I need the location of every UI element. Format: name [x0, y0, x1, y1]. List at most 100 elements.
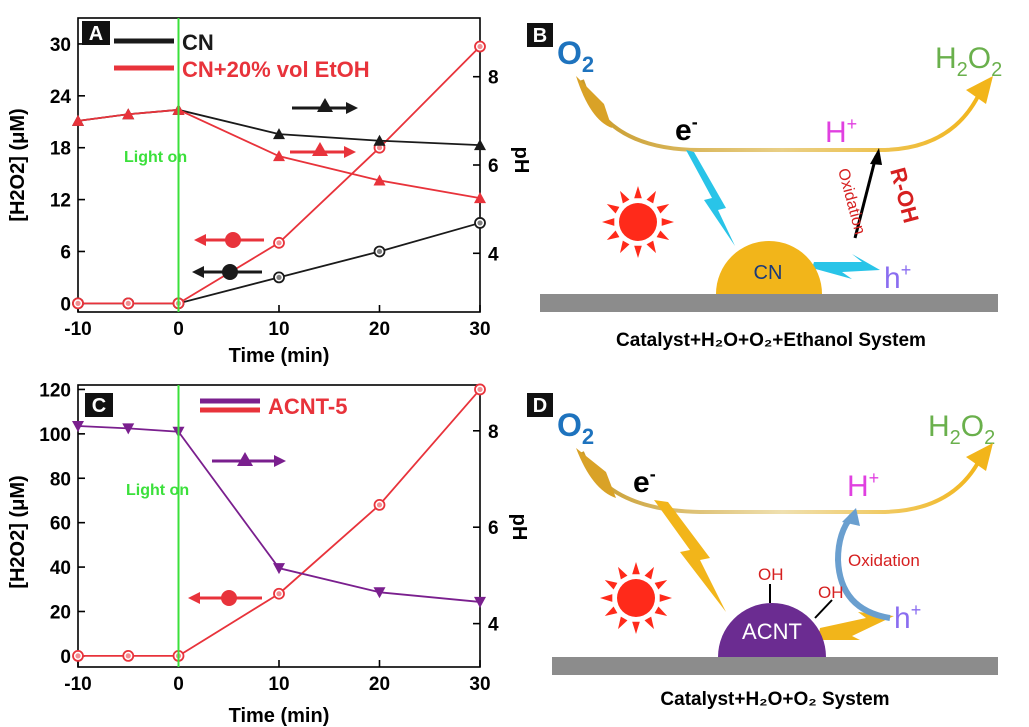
y2-tick-label: 8	[488, 68, 499, 89]
data-point-core	[125, 653, 131, 659]
x-tick-label: 0	[173, 319, 184, 340]
x-tick-label: -10	[64, 674, 91, 695]
panel-b-catalyst	[716, 241, 822, 294]
sun-ray	[634, 245, 642, 258]
x-tick-label: 0	[173, 674, 184, 695]
y2-tick-label: 4	[488, 244, 499, 265]
panel-d-catalyst-label: ACNT	[742, 619, 802, 644]
sun-ray	[654, 580, 668, 590]
series-line	[78, 222, 481, 305]
y2-tick-label: 4	[488, 615, 499, 636]
panel-d-electron: e-	[633, 464, 656, 499]
y-tick-label: 60	[50, 514, 71, 535]
data-point	[474, 139, 486, 151]
panel-d-proton: H+	[847, 468, 879, 503]
panel-d-substrate	[552, 657, 998, 675]
y-tick-label: 18	[50, 139, 71, 160]
panel-d-letter-box	[527, 393, 553, 417]
panel-d-oh2-bond	[814, 599, 833, 619]
panel-d-arc-arrowhead	[966, 443, 993, 471]
legend-cn-label: CN	[182, 30, 214, 55]
panel-b-arc-tail	[576, 76, 612, 128]
panel-a-letter: A	[89, 23, 103, 45]
sun-ray	[604, 580, 618, 590]
sun-ray	[618, 566, 628, 580]
data-point-core	[376, 248, 383, 255]
panel-c-red-h2o2-arrow	[188, 590, 262, 606]
sun-icon	[600, 562, 672, 634]
y-tick-label: 24	[50, 87, 72, 108]
sun-ray	[618, 616, 628, 630]
data-point	[273, 128, 285, 140]
series-line	[78, 45, 481, 305]
x-tick-label: 10	[268, 674, 289, 695]
panel-d-arc-tail	[576, 448, 616, 498]
panel-b-hole: h+	[884, 260, 911, 295]
data-point-core	[477, 43, 483, 50]
panel-a: -10 0 10 20 30 0 6 12 18 24 30 4 6 8 A CN CN+20% vol …	[7, 17, 532, 367]
x-tick-label: 30	[469, 319, 490, 340]
y-tick-label: 0	[60, 294, 71, 315]
y2-tick-label: 8	[488, 422, 499, 443]
sun-ray	[604, 606, 618, 616]
sun-ray	[656, 230, 670, 240]
panel-a-red-pH-arrow	[290, 142, 356, 158]
series-line	[77, 108, 481, 147]
panel-b-electron: e-	[675, 112, 698, 147]
data-point-core	[125, 300, 131, 306]
sun-ray	[600, 594, 613, 602]
data-point-core	[276, 274, 282, 281]
panel-b-reaction-arc	[580, 79, 984, 152]
panel-c-ylabel: [H2O2] (μM)	[7, 475, 29, 588]
sun-ray	[656, 204, 670, 214]
sun-ray	[606, 230, 620, 240]
y-tick-label: 20	[50, 602, 71, 623]
data-point-core	[75, 653, 81, 659]
panel-d-letter: D	[533, 395, 547, 417]
y-tick-label: 40	[50, 558, 71, 579]
y-tick-label: 0	[60, 647, 71, 668]
data-point-core	[75, 300, 81, 306]
y-tick-label: 100	[39, 425, 71, 446]
panel-d-oxidation-arrowhead	[842, 508, 860, 526]
data-point-core	[276, 240, 282, 246]
panel-c-light-on-label: Light on	[126, 482, 189, 499]
panel-b-substrate	[540, 294, 998, 312]
legend-acnt-label: ACNT-5	[268, 394, 347, 419]
y-tick-label: 80	[50, 469, 71, 490]
sun-disc	[619, 203, 657, 241]
sun-ray	[659, 594, 672, 602]
sun-disc	[617, 579, 655, 617]
data-point	[273, 563, 285, 575]
panel-c-ticks: -10 0 10 20 30 0 20 40 60 80 100 120 4 6 8	[39, 380, 499, 695]
sun-ray	[661, 218, 674, 226]
y-tick-label: 6	[60, 242, 71, 263]
panel-c-marks	[72, 383, 486, 662]
panel-d-oh2: OH	[818, 583, 844, 602]
sun-ray	[632, 562, 640, 575]
y2-tick-label: 6	[488, 518, 499, 539]
panel-d-hole: h+	[894, 600, 921, 635]
panel-d-oxidation-arrow	[834, 514, 891, 621]
panel-d-h2o2: H2O2	[928, 410, 995, 449]
panel-b-letter-box	[527, 23, 553, 47]
sun-ray	[654, 606, 668, 616]
panel-a-letter-box	[82, 21, 110, 45]
sun-ray	[646, 190, 656, 204]
panel-b-h2o2: H2O2	[935, 42, 1002, 81]
panel-c-frame	[77, 384, 481, 668]
panel-d-electron-bolt	[654, 500, 726, 612]
panel-c-letter-box	[85, 393, 113, 417]
data-point	[474, 192, 486, 204]
panel-c-letter: C	[92, 395, 106, 417]
legend-cn-etoh-label: CN+20% vol EtOH	[182, 57, 370, 82]
sun-ray	[646, 240, 656, 254]
data-point-core	[477, 386, 483, 393]
panel-d-caption: Catalyst+H₂O+O₂ System	[660, 689, 889, 710]
panel-c: -10 0 10 20 30 0 20 40 60 80 100 120 4 6 8 C ACNT-5 [H…	[7, 380, 530, 727]
panel-b-caption: Catalyst+H₂O+O₂+Ethanol System	[616, 330, 926, 351]
panel-b-letter: B	[533, 25, 547, 47]
series-line	[77, 108, 481, 199]
panel-a-xlabel: Time (min)	[229, 345, 330, 367]
panel-d-o2: O2	[557, 407, 594, 449]
